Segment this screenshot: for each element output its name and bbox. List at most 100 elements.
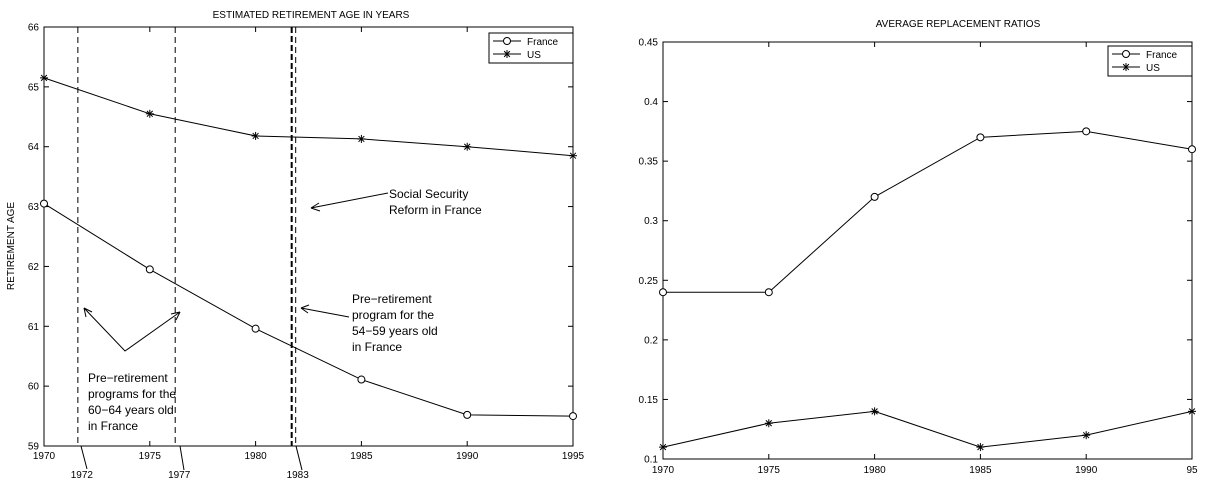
legend-star-us <box>503 50 511 58</box>
data-point-us <box>251 131 260 140</box>
pointer-1977 <box>179 445 185 471</box>
pointer-1983 <box>295 445 303 471</box>
y-tick-label: 0.15 <box>639 395 659 406</box>
data-point-us <box>40 73 48 82</box>
series-line-france <box>43 203 574 417</box>
series-line-us <box>662 410 1193 448</box>
data-point-us <box>659 443 667 452</box>
chart-title: AVERAGE REPLACEMENT RATIOS <box>876 19 1041 30</box>
arrow-60-64 <box>83 307 181 352</box>
annotation-60-64-line3: 60−64 years old <box>88 403 174 417</box>
arrow-social-security <box>310 192 389 209</box>
reference-label-1983: 1983 <box>287 470 310 481</box>
x-tick-label: 1975 <box>139 451 162 462</box>
legend: France US <box>488 32 574 64</box>
y-tick-label: 65 <box>28 82 40 93</box>
y-tick-label: 59 <box>28 442 40 453</box>
data-point-france <box>976 133 985 142</box>
annotation-60-64-line1: Pre−retirement <box>88 371 168 385</box>
legend-marker-france <box>1122 50 1130 58</box>
y-tick-label: 64 <box>28 142 40 153</box>
y-tick-label: 0.4 <box>644 97 658 108</box>
data-point-france <box>1188 145 1196 154</box>
retirement-age-chart: ESTIMATED RETIREMENT AGE IN YEARS RETIRE… <box>6 10 585 481</box>
annotation-54-59-line1: Pre−retirement <box>352 292 432 306</box>
arrow-54-59 <box>300 307 350 318</box>
data-point-france <box>659 288 667 297</box>
data-point-us <box>569 151 577 160</box>
x-tick-label: 95 <box>1186 465 1198 476</box>
x-tick-label: 1985 <box>350 451 373 462</box>
x-tick-label: 1985 <box>969 465 992 476</box>
y-tick-label: 0.2 <box>644 335 658 346</box>
annotation-social-security-line1: Social Security <box>389 187 468 201</box>
replacement-ratio-chart: AVERAGE REPLACEMENT RATIOS 1970 1975 1980 1… <box>639 19 1198 476</box>
y-tick-label: 0.3 <box>644 216 658 227</box>
data-point-france <box>870 192 879 201</box>
pointer-1972 <box>80 445 88 470</box>
chart-title: ESTIMATED RETIREMENT AGE IN YEARS <box>213 10 410 21</box>
reference-label-1972: 1972 <box>71 470 94 481</box>
data-point-france <box>40 199 48 208</box>
annotation-60-64-line4: in France <box>88 419 138 433</box>
data-point-france <box>251 324 260 333</box>
data-point-us <box>870 407 879 416</box>
y-tick-label: 0.45 <box>639 38 659 49</box>
data-point-france <box>357 375 366 384</box>
data-point-us <box>1188 407 1196 416</box>
data-point-us <box>357 134 366 143</box>
x-tick-label: 1990 <box>1075 465 1098 476</box>
legend-marker-us <box>503 50 511 58</box>
x-tick-label: 1995 <box>562 451 585 462</box>
data-point-france <box>569 412 577 421</box>
data-point-us <box>976 443 985 452</box>
legend-label-us: US <box>527 50 541 61</box>
series-line-france <box>663 130 1193 293</box>
legend-label-france: France <box>1146 50 1178 61</box>
reference-label-1977: 1977 <box>168 470 191 481</box>
legend-star-us <box>1122 63 1130 71</box>
legend-label-france: France <box>527 37 559 48</box>
x-tick-label: 1980 <box>244 451 267 462</box>
legend-label-us: US <box>1146 63 1160 74</box>
y-tick-label: 61 <box>28 322 40 333</box>
y-tick-label: 62 <box>28 262 40 273</box>
arrowhead-social-security <box>310 202 321 212</box>
plot-frame <box>43 26 574 447</box>
y-tick-label: 66 <box>28 23 40 34</box>
y-tick-label: 0.1 <box>644 455 658 466</box>
y-tick-label: 0.35 <box>639 157 659 168</box>
x-tick-label: 1970 <box>652 465 675 476</box>
arrowhead-60-64-left <box>83 307 93 318</box>
annotation-54-59-line4: in France <box>352 340 402 354</box>
arrowhead-54-59 <box>300 304 310 314</box>
legend-marker-us <box>1122 63 1130 71</box>
x-tick-label: 1970 <box>33 451 56 462</box>
data-point-france <box>145 265 154 274</box>
series-line-us <box>43 77 574 157</box>
annotation-54-59-line3: 54−59 years old <box>352 324 438 338</box>
legend-marker-france <box>503 37 511 45</box>
annotation-social-security-line2: Reform in France <box>389 203 482 217</box>
y-tick-label: 0.25 <box>639 276 659 287</box>
annotation-60-64-line2: programs for the <box>88 387 176 401</box>
annotation-54-59-line2: program for the <box>352 308 434 322</box>
legend: France US <box>1107 45 1193 77</box>
legend-box <box>488 32 574 64</box>
data-point-france <box>1082 127 1091 136</box>
y-tick-label: 63 <box>28 202 40 213</box>
x-tick-label: 1980 <box>863 465 886 476</box>
plot-frame <box>662 41 1193 460</box>
y-tick-label: 60 <box>28 382 40 393</box>
data-point-us <box>463 142 472 151</box>
y-axis-label: RETIREMENT AGE <box>6 202 17 290</box>
data-point-us <box>764 419 773 428</box>
x-tick-label: 1975 <box>758 465 781 476</box>
legend-box <box>1107 45 1193 77</box>
data-point-france <box>463 410 472 419</box>
data-point-france <box>764 288 773 297</box>
x-tick-label: 1990 <box>456 451 479 462</box>
data-point-us <box>1082 431 1091 440</box>
data-point-us <box>145 109 154 118</box>
